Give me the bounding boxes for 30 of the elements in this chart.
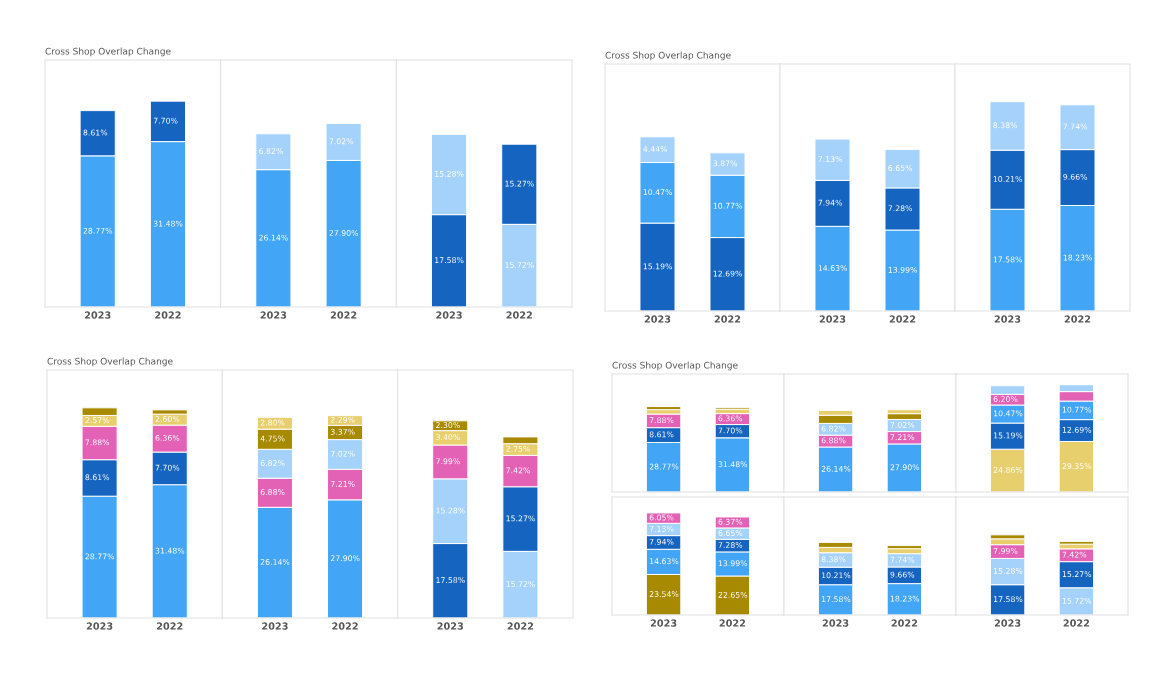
chart-title: Cross Shop Overlap Change [605,51,731,61]
bar [645,406,682,411]
x-tick-label: 2023 [86,622,113,630]
x-tick-label: 2023 [437,622,464,630]
x-tick-label: 2022 [891,619,918,627]
x-tick-label: 2022 [156,622,183,630]
x-tick-label: 2022 [714,315,741,323]
x-tick-label: 2022 [889,315,916,323]
x-tick-label: 2022 [507,622,534,630]
x-tick-label: 2022 [1064,315,1091,323]
chart-title: Cross Shop Overlap Change [47,357,173,367]
x-tick-label: 2023 [644,315,671,323]
chart-title: Cross Shop Overlap Change [45,47,171,57]
x-tick-label: 2023 [650,619,677,627]
x-tick-label: 2023 [994,619,1021,627]
x-tick-label: 2022 [719,619,746,627]
x-tick-label: 2022 [155,311,181,319]
bar [886,545,923,550]
x-tick-label: 2023 [994,315,1021,323]
x-tick-label: 2023 [822,619,849,627]
x-tick-label: 2023 [260,311,287,319]
x-tick-label: 2022 [332,622,358,630]
x-tick-label: 2022 [330,311,357,319]
x-tick-label: 2023 [436,311,462,319]
x-tick-label: 2023 [819,315,846,323]
x-tick-label: 2023 [84,311,111,319]
chart-title: Cross Shop Overlap Change [612,361,738,371]
x-tick-label: 2023 [262,622,288,630]
x-tick-label: 2022 [506,311,532,319]
x-tick-label: 2022 [1063,619,1090,627]
